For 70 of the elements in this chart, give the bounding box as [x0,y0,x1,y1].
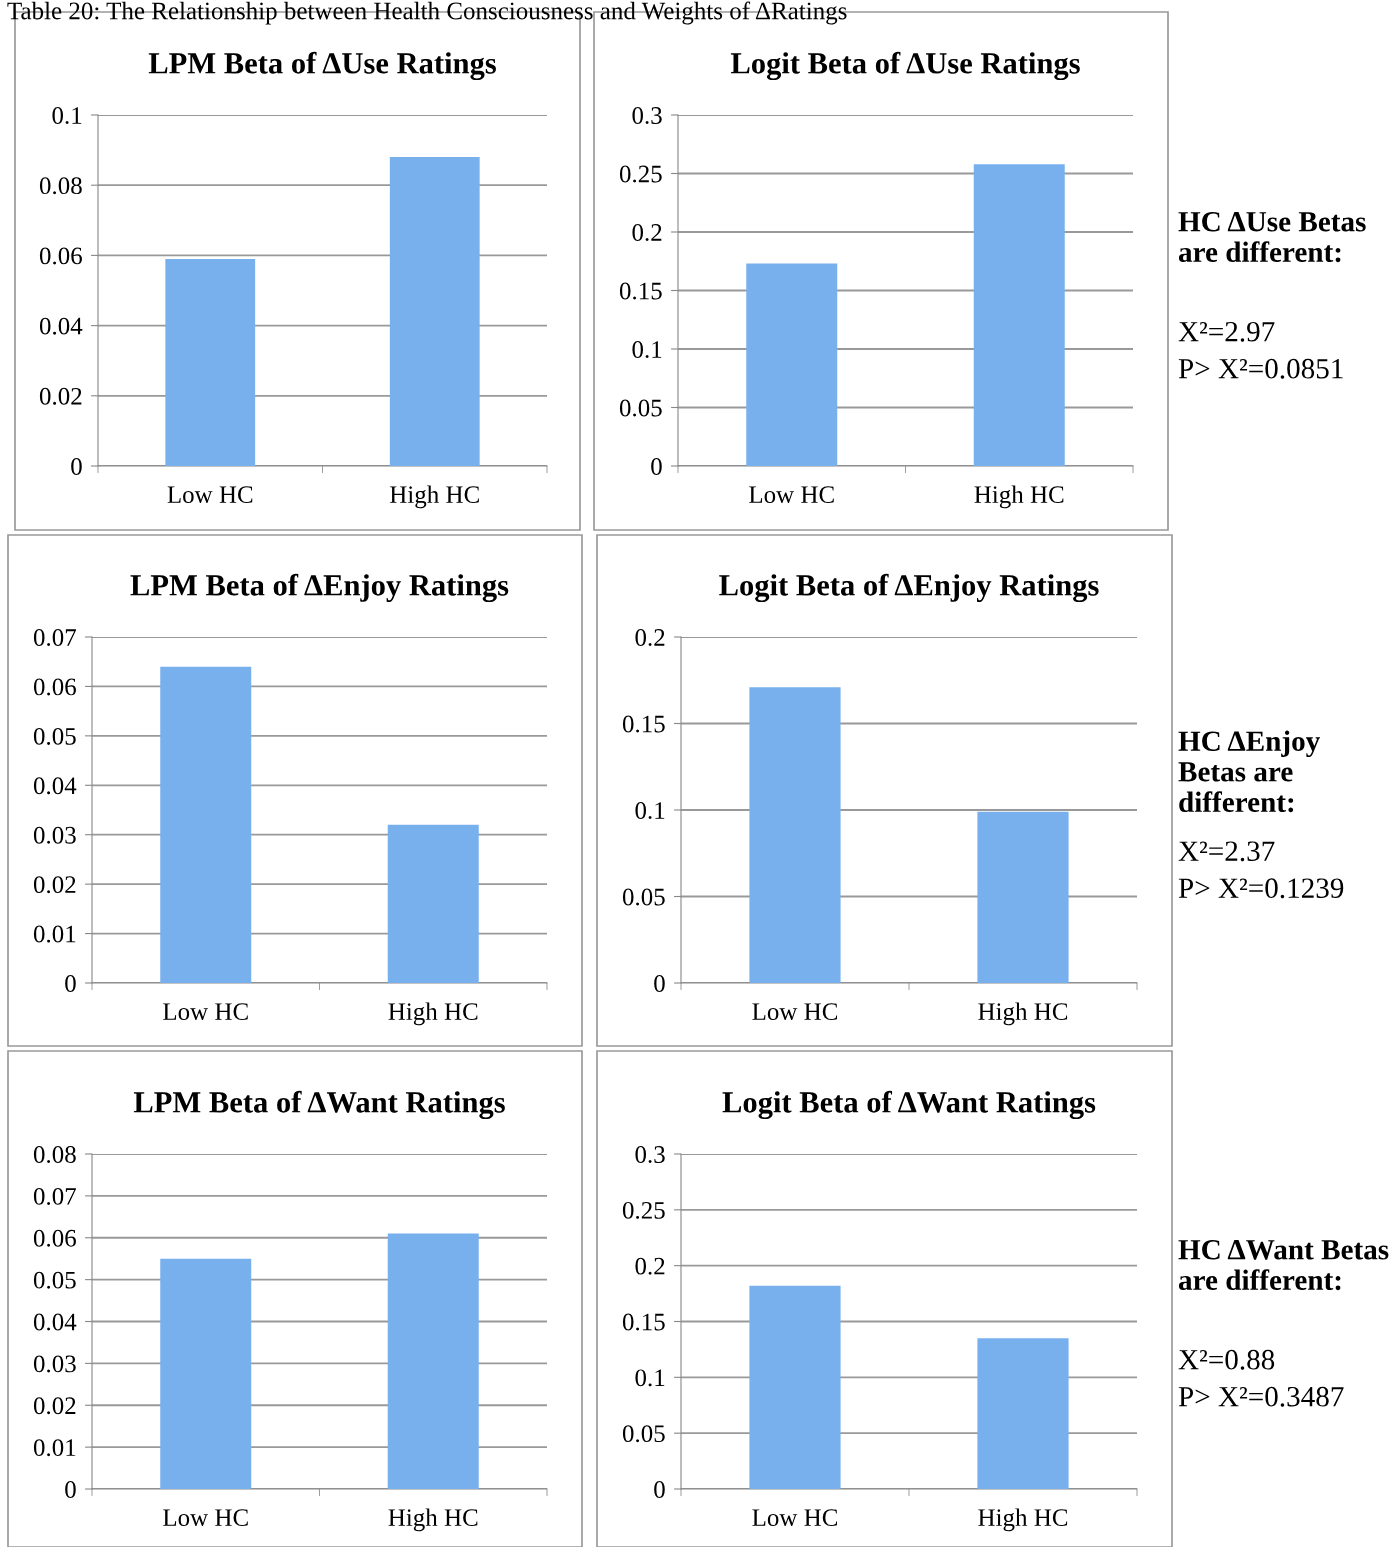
x-tick-label: High HC [388,1002,478,1026]
y-tick-label: 0.15 [622,1313,665,1331]
y-tick-label: 0.07 [33,1187,76,1205]
y-tick-label: 0.25 [619,165,662,183]
text: P> X²=0.1239 [1178,878,1344,899]
y-tick-label: 0 [654,975,665,992]
y-tick-label: 0.1 [632,341,662,359]
x-tick-label: High HC [388,1508,478,1532]
y-tick-label: 0 [65,1481,76,1498]
text: HC ΔUse Betas are different: [1178,211,1366,263]
y-tick-label: 0.06 [33,1229,76,1247]
x-tick-label: High HC [978,1508,1068,1532]
y-tick-label: 0.01 [33,925,76,943]
y-tick-label: 0.3 [632,107,662,125]
x-tick-label: High HC [389,485,479,509]
x-tick-label: Low HC [752,1509,838,1527]
y-tick-label: 0.01 [33,1439,76,1457]
y-tick-label: 0.02 [39,387,82,405]
y-tick-label: 0.03 [33,1355,76,1373]
y-tick-label: 0.05 [33,1271,76,1289]
y-tick-label: 0.2 [635,1257,665,1275]
chart-title: LPM Beta of ΔEnjoy Ratings [130,573,509,603]
text: HC ΔWant Betas are different: [1178,1239,1389,1291]
y-tick-label: 0.15 [619,282,662,300]
text: P> X²=0.0851 [1178,358,1343,379]
y-tick-label: 0.06 [33,678,76,696]
x-tick-label: Low HC [163,1003,248,1021]
chart-title: LPM Beta of ΔWant Ratings [133,1090,505,1120]
y-tick-label: 0.3 [635,1146,665,1164]
y-tick-label: 0.1 [635,802,665,820]
y-tick-label: 0.25 [622,1201,665,1219]
y-tick-label: 0.05 [622,1425,665,1443]
x-tick-label: Low HC [167,486,253,504]
y-tick-label: 0.2 [635,629,665,647]
y-tick-label: 0.2 [632,224,662,242]
chart-title: Logit Beta of ΔWant Ratings [722,1090,1096,1120]
y-tick-label: 0 [651,458,662,475]
text: X²=2.37 [1178,841,1275,862]
x-tick-label: Low HC [163,1509,248,1527]
y-tick-label: 0.05 [33,727,76,745]
x-tick-label: Low HC [749,486,834,504]
y-tick-label: 0.05 [622,888,665,906]
y-tick-label: 0 [65,975,76,992]
caption: Table 20: The Relationship between Health Consciousness and Weights of ΔRatings [7,1,847,25]
y-tick-label: 0.15 [622,715,665,733]
y-tick-label: 0.1 [635,1369,665,1387]
y-tick-label: 0 [654,1481,665,1498]
y-tick-label: 0.04 [33,1313,77,1331]
text: X²=2.97 [1178,321,1275,342]
y-tick-label: 0.07 [33,629,76,647]
x-tick-label: High HC [978,1002,1068,1026]
chart-title: LPM Beta of ΔUse Ratings [148,51,496,81]
x-tick-label: Low HC [752,1003,838,1021]
text: P> X²=0.3487 [1178,1386,1344,1407]
y-tick-label: 0.02 [33,876,76,894]
y-tick-label: 0.04 [33,777,77,795]
y-tick-label: 0.04 [39,317,83,335]
text: HC ΔEnjoy Betas are different: [1178,730,1320,813]
x-tick-label: High HC [974,485,1064,509]
y-tick-label: 0.08 [33,1146,76,1164]
y-tick-label: 0.06 [39,247,82,265]
y-tick-label: 0 [71,458,82,475]
y-tick-label: 0.02 [33,1397,76,1415]
y-tick-label: 0.05 [619,399,662,417]
text: X²=0.88 [1178,1349,1275,1370]
chart-title: Logit Beta of ΔUse Ratings [730,51,1080,81]
chart-title: Logit Beta of ΔEnjoy Ratings [719,573,1099,603]
y-tick-label: 0.1 [52,107,82,125]
y-tick-label: 0.08 [39,177,82,195]
y-tick-label: 0.03 [33,826,76,844]
